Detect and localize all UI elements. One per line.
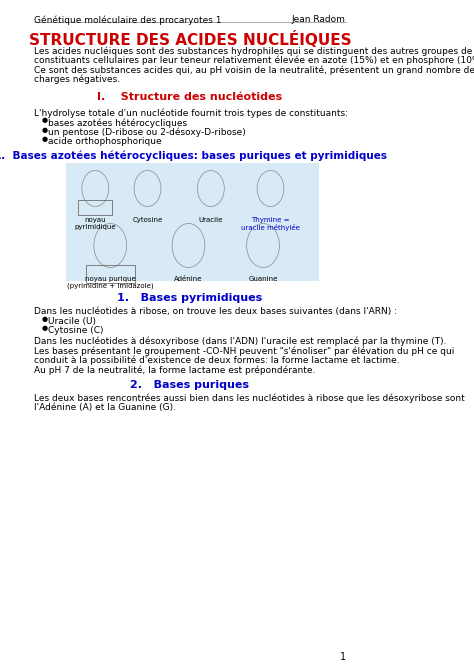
Text: noyau purique
(pyrimidine + imidazole): noyau purique (pyrimidine + imidazole) <box>67 275 154 289</box>
Text: Cytosine: Cytosine <box>132 216 163 222</box>
Text: ●: ● <box>42 316 48 322</box>
Text: ●: ● <box>42 136 48 142</box>
Text: Uracile: Uracile <box>199 216 223 222</box>
Text: ●: ● <box>42 325 48 331</box>
Text: bases azotées hétérocycliques: bases azotées hétérocycliques <box>47 118 187 127</box>
Text: 1.   Bases pyrimidiques: 1. Bases pyrimidiques <box>118 293 263 302</box>
Text: I.    Structure des nucléotides: I. Structure des nucléotides <box>98 92 283 102</box>
Text: Jean Radom: Jean Radom <box>292 15 346 24</box>
Text: acide orthophosphorique: acide orthophosphorique <box>47 137 161 146</box>
Text: noyau
pyrimidique: noyau pyrimidique <box>74 216 116 230</box>
Text: Les acides nucléiques sont des substances hydrophiles qui se distinguent des aut: Les acides nucléiques sont des substance… <box>34 46 473 56</box>
Text: Cytosine (C): Cytosine (C) <box>47 326 103 335</box>
Text: 2.   Bases puriques: 2. Bases puriques <box>130 379 249 389</box>
Text: Les deux bases rencontrées aussi bien dans les nucléotides à ribose que les déso: Les deux bases rencontrées aussi bien da… <box>34 393 465 403</box>
Text: A.  Bases azotées hétérocycliques: bases puriques et pyrimidiques: A. Bases azotées hétérocycliques: bases … <box>0 151 387 161</box>
Text: ●: ● <box>42 117 48 123</box>
Text: Dans les nucléotides à désoxyribose (dans l'ADN) l'uracile est remplacé par la t: Dans les nucléotides à désoxyribose (dan… <box>34 336 447 346</box>
Text: constituants cellulaires par leur teneur relativement élevée en azote (15%) et e: constituants cellulaires par leur teneur… <box>34 56 474 65</box>
Text: un pentose (D-ribose ou 2-désoxy-D-ribose): un pentose (D-ribose ou 2-désoxy-D-ribos… <box>47 127 246 137</box>
Text: Uracile (U): Uracile (U) <box>47 316 96 326</box>
Text: Les bases présentant le groupement -CO-NH peuvent "s'énoliser" par élévation du : Les bases présentant le groupement -CO-N… <box>34 346 455 356</box>
Text: Thymine =
uracile méthylée: Thymine = uracile méthylée <box>241 216 300 230</box>
Text: conduit à la possibilité d'existence de deux formes: la forme lactame et lactime: conduit à la possibilité d'existence de … <box>34 356 400 365</box>
Text: charges négatives.: charges négatives. <box>34 74 120 84</box>
Text: Au pH 7 de la neutralité, la forme lactame est prépondérante.: Au pH 7 de la neutralité, la forme lacta… <box>34 365 316 375</box>
FancyBboxPatch shape <box>65 163 319 281</box>
Text: l'Adénine (A) et la Guanine (G).: l'Adénine (A) et la Guanine (G). <box>34 403 176 412</box>
Text: Adénine: Adénine <box>174 275 203 281</box>
Text: STRUCTURE DES ACIDES NUCLÉIQUES: STRUCTURE DES ACIDES NUCLÉIQUES <box>28 31 351 48</box>
Text: Guanine: Guanine <box>248 275 278 281</box>
Text: L'hydrolyse totale d'un nucléotide fournit trois types de constituants:: L'hydrolyse totale d'un nucléotide fourn… <box>34 108 348 117</box>
Text: Ce sont des substances acides qui, au pH voisin de la neutralité, présentent un : Ce sont des substances acides qui, au pH… <box>34 65 474 74</box>
Text: Génétique moléculaire des procaryotes 1: Génétique moléculaire des procaryotes 1 <box>34 15 222 25</box>
Text: 1: 1 <box>340 652 346 662</box>
Text: ●: ● <box>42 127 48 133</box>
Text: Dans les nucléotides à ribose, on trouve les deux bases suivantes (dans l'ARN) :: Dans les nucléotides à ribose, on trouve… <box>34 306 397 316</box>
